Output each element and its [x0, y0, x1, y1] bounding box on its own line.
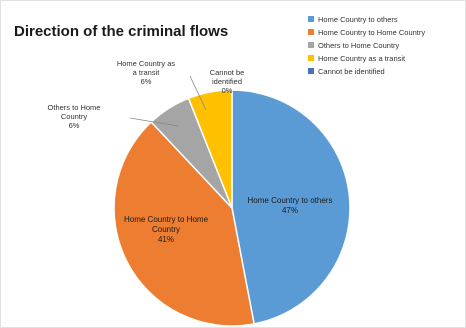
- legend-label: Home Country as a transit: [318, 54, 406, 63]
- legend-item-cannot-be-identified: Cannot be identified: [308, 67, 385, 76]
- legend-label: Home Country to others: [318, 15, 398, 24]
- legend-item-home-country-to-home-country: Home Country to Home Country: [308, 28, 425, 37]
- data-label-value: 6%: [69, 121, 80, 130]
- data-label-home-country-to-home-country: Home Country to Home Country 41%: [124, 215, 209, 244]
- legend-label: Cannot be identified: [318, 67, 385, 76]
- legend-item-home-country-to-others: Home Country to others: [308, 15, 398, 24]
- legend-swatch: [308, 42, 314, 48]
- data-label-value: 0%: [222, 86, 233, 95]
- data-label-value: 41%: [158, 235, 174, 244]
- slice-home-country-as-a-transit: [187, 89, 233, 209]
- leader-lines: [129, 75, 207, 127]
- legend-swatch: [308, 68, 314, 74]
- legend-swatch: [308, 55, 314, 61]
- leader-others-to-home-country: [129, 117, 179, 127]
- legend-swatch: [308, 16, 314, 22]
- leader-home-country-as-a-transit: [189, 75, 207, 111]
- data-label-cannot-be-identified: Cannot be identified 0%: [210, 68, 245, 95]
- data-label-value: 6%: [141, 77, 152, 86]
- legend-item-others-to-home-country: Others to Home Country: [308, 41, 400, 50]
- data-labels: Home Country to others 47% Home Country to…: [48, 59, 333, 244]
- legend-swatch: [308, 29, 314, 35]
- data-label-others-to-home-country: Others to Home Country 6%: [48, 103, 101, 130]
- legend-label: Home Country to Home Country: [318, 28, 425, 37]
- legend-label: Others to Home Country: [318, 41, 400, 50]
- slice-home-country-to-others: [231, 89, 351, 325]
- legend: Home Country to others Home Country to Ho…: [308, 15, 425, 76]
- chart-title: Direction of the criminal flows: [14, 23, 228, 40]
- data-label-value: 47%: [282, 206, 298, 215]
- legend-item-home-country-as-a-transit: Home Country as a transit: [308, 54, 406, 63]
- data-label-home-country-to-others: Home Country to others 47%: [248, 196, 333, 215]
- data-label-home-country-as-a-transit: Home Country as a transit 6%: [117, 59, 176, 86]
- pie-slices: [113, 89, 351, 327]
- slice-home-country-to-home-country: [113, 120, 255, 327]
